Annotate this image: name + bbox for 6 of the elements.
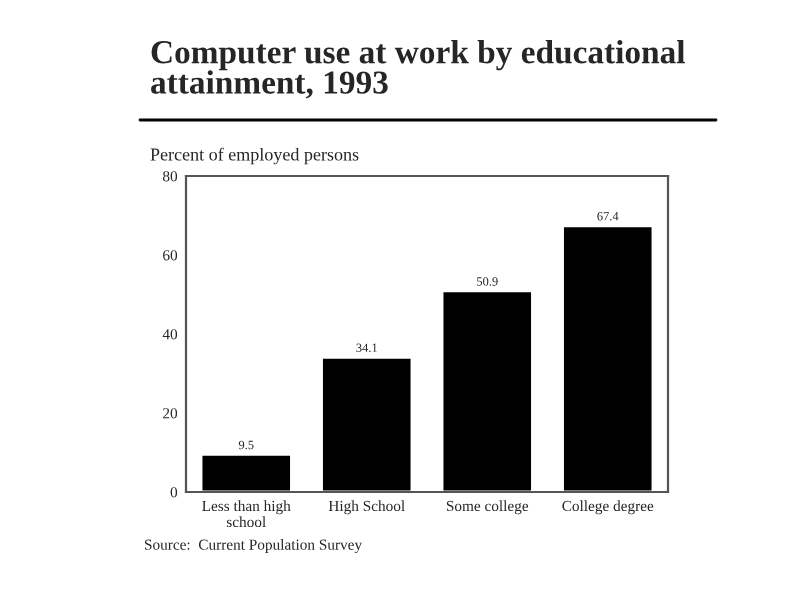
bar <box>320 355 414 492</box>
bar <box>440 289 534 492</box>
bar <box>199 453 293 492</box>
chart-title: Computer use at work by educational attainment, 1993 <box>151 40 685 99</box>
y-axis-title: Percent of employed persons <box>150 147 359 165</box>
bar <box>561 224 655 492</box>
